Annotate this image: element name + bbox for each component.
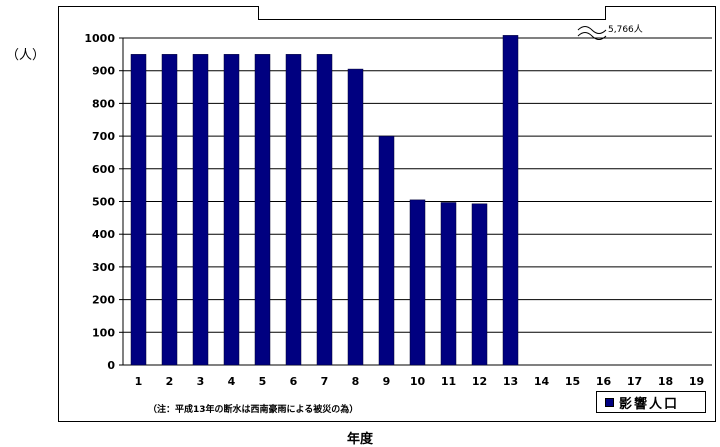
x-tick-label-14: 14 xyxy=(534,375,550,388)
x-tick-label-15: 15 xyxy=(565,375,580,388)
axis-break-value-label: 5,766人 xyxy=(608,25,643,35)
bar-1 xyxy=(130,54,147,366)
bar-2 xyxy=(161,54,178,366)
y-tick-label-800: 800 xyxy=(92,97,115,110)
bar-13 xyxy=(502,35,519,366)
x-tick-label-2: 2 xyxy=(166,375,174,388)
y-tick-label-700: 700 xyxy=(92,130,115,143)
y-tick-label-500: 500 xyxy=(92,196,115,209)
x-tick-label-5: 5 xyxy=(259,375,267,388)
bar-12 xyxy=(471,203,488,366)
bar-5 xyxy=(254,54,271,366)
x-tick-label-16: 16 xyxy=(596,375,612,388)
x-tick-label-12: 12 xyxy=(472,375,487,388)
bar-3 xyxy=(192,54,209,366)
x-tick-label-8: 8 xyxy=(352,375,360,388)
y-tick-label-1000: 1000 xyxy=(84,32,115,45)
y-tick-label-300: 300 xyxy=(92,261,115,274)
x-tick-label-11: 11 xyxy=(441,375,456,388)
x-tick-label-17: 17 xyxy=(627,375,642,388)
y-tick-label-400: 400 xyxy=(92,228,115,241)
y-tick-label-600: 600 xyxy=(92,163,115,176)
x-tick-label-10: 10 xyxy=(410,375,426,388)
legend: 影響人口 xyxy=(596,391,706,413)
x-tick-label-6: 6 xyxy=(290,375,298,388)
bar-6 xyxy=(285,54,302,366)
x-tick-label-9: 9 xyxy=(383,375,391,388)
bar-4 xyxy=(223,54,240,366)
x-tick-label-7: 7 xyxy=(321,375,329,388)
y-axis-unit-label: （人） xyxy=(6,48,46,63)
y-tick-label-0: 0 xyxy=(107,359,115,372)
y-tick-label-900: 900 xyxy=(92,65,115,78)
bar-7 xyxy=(316,54,333,366)
x-tick-label-3: 3 xyxy=(197,375,205,388)
bar-9 xyxy=(378,135,395,366)
x-tick-label-19: 19 xyxy=(689,375,704,388)
chart-footnote: （注：平成13年の断水は西南豪雨による被災の為） xyxy=(148,405,359,415)
axis-break-marker xyxy=(577,26,607,40)
legend-label: 影響人口 xyxy=(619,396,680,412)
x-tick-label-18: 18 xyxy=(658,375,673,388)
chart-title-box xyxy=(258,6,606,20)
bar-8 xyxy=(347,68,364,366)
x-tick-label-13: 13 xyxy=(503,375,518,388)
legend-swatch xyxy=(605,397,614,407)
x-tick-label-4: 4 xyxy=(228,375,236,388)
bar-11 xyxy=(440,202,457,366)
y-tick-label-100: 100 xyxy=(92,326,115,339)
bar-10 xyxy=(409,199,426,366)
y-tick-label-200: 200 xyxy=(92,294,115,307)
x-axis-label: 年度 xyxy=(346,432,373,447)
x-tick-label-1: 1 xyxy=(135,375,143,388)
